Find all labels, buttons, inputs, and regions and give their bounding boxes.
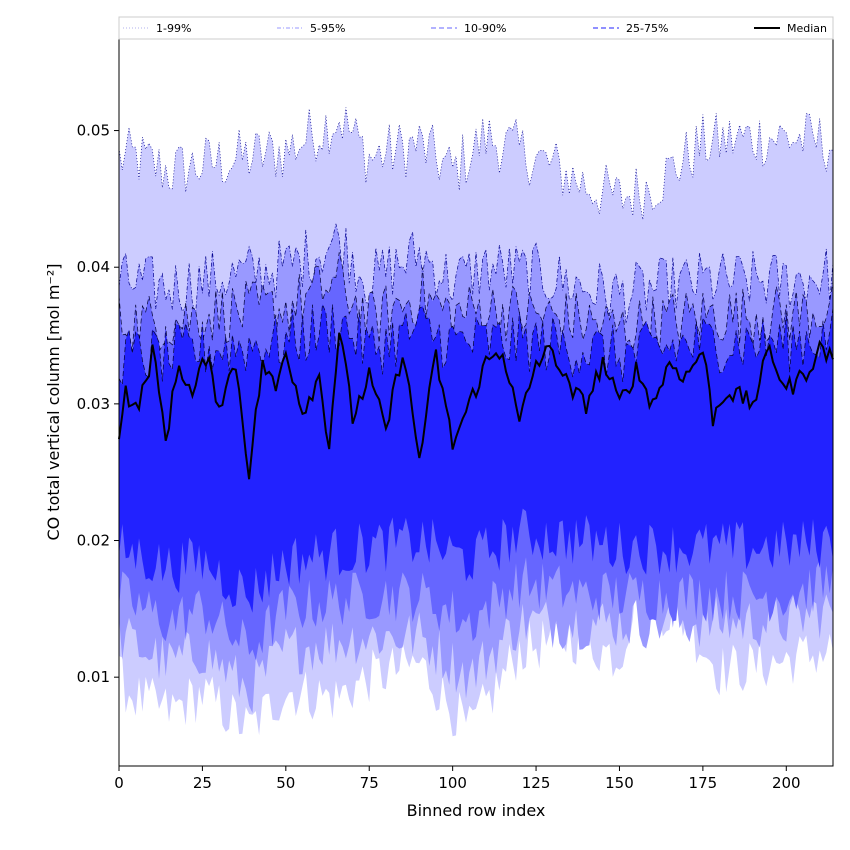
- median-layer: [118, 332, 834, 480]
- y-axis-ticks: 0.01 0.02 0.03 0.04 0.05: [77, 122, 119, 686]
- y-tick-label: 0.02: [77, 532, 110, 550]
- x-tick-label: 125: [522, 774, 551, 792]
- legend-label-1-99%: 1-99%: [156, 22, 191, 35]
- x-tick-label: 0: [114, 774, 124, 792]
- y-axis-label: CO total vertical column [mol m⁻²]: [44, 263, 63, 540]
- x-tick-label: 200: [772, 774, 801, 792]
- legend: 1-99% 5-95% 10-90% 25-75% Median: [118, 16, 834, 40]
- legend-label-10-90%: 10-90%: [464, 22, 506, 35]
- band-5-95%-upper-line: [118, 223, 834, 324]
- x-tick-label: 50: [276, 774, 295, 792]
- bands-layer: [118, 107, 834, 737]
- x-tick-label: 25: [193, 774, 212, 792]
- x-tick-label: 150: [605, 774, 634, 792]
- y-tick-label: 0.01: [77, 668, 110, 686]
- legend-label-Median: Median: [787, 22, 827, 35]
- x-axis-ticks: 0 25 50 75 100 125 150 175 200: [114, 766, 801, 792]
- legend-frame: [118, 16, 834, 40]
- band-25-75%-fill: [119, 304, 833, 613]
- legend-label-25-75%: 25-75%: [626, 22, 668, 35]
- x-tick-label: 75: [360, 774, 379, 792]
- x-axis-label: Binned row index: [407, 801, 546, 820]
- band-1-99%-upper-line: [118, 107, 834, 220]
- y-tick-label: 0.04: [77, 258, 110, 276]
- y-tick-label: 0.05: [77, 122, 110, 140]
- band-25-75%-upper-line: [118, 304, 834, 387]
- x-tick-label: 100: [438, 774, 467, 792]
- band-10-90%-upper-line: [118, 252, 834, 355]
- legend-label-5-95%: 5-95%: [310, 22, 345, 35]
- median-line: [118, 332, 834, 480]
- x-tick-label: 175: [689, 774, 718, 792]
- y-tick-label: 0.03: [77, 395, 110, 413]
